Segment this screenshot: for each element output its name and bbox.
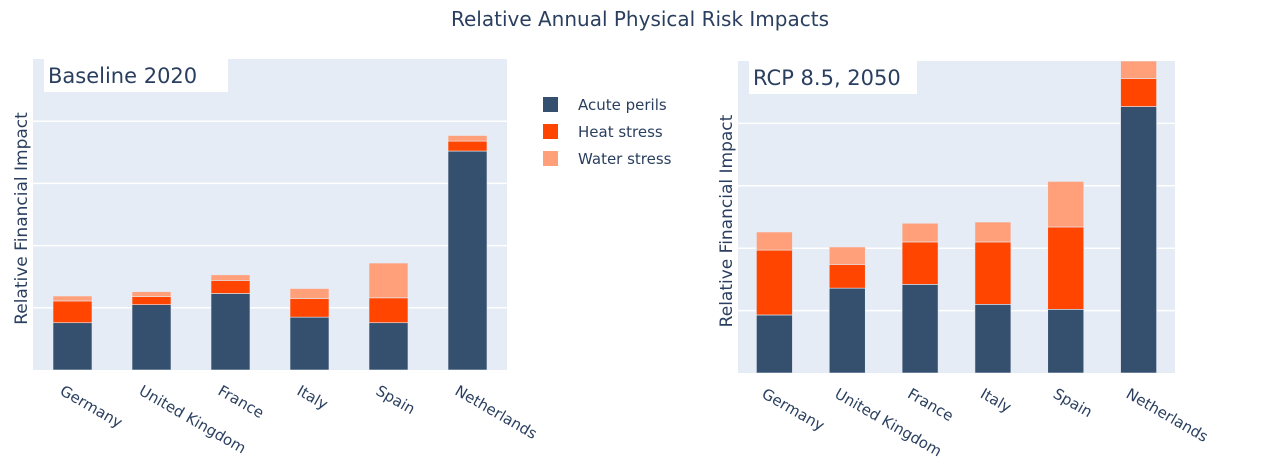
x-tick-label: Netherlands <box>452 382 540 443</box>
panel-title: Baseline 2020 <box>48 64 197 88</box>
bar-acute-perils-united-kingdom <box>828 287 866 373</box>
figure-title: Relative Annual Physical Risk Impacts <box>451 7 829 31</box>
bar-heat-stress-germany <box>756 249 793 316</box>
x-tick-label: Italy <box>977 385 1014 417</box>
y-axis-label: Relative Financial Impact <box>717 114 737 327</box>
bar-water-stress-italy <box>289 288 330 299</box>
bar-acute-perils-france <box>210 293 251 370</box>
bar-heat-stress-france <box>210 280 251 294</box>
bar-water-stress-united-kingdom <box>828 246 866 265</box>
bar-acute-perils-netherlands <box>1120 106 1157 373</box>
bar-acute-perils-united-kingdom <box>131 304 172 370</box>
legend-swatch <box>543 151 558 166</box>
bar-acute-perils-france <box>901 284 939 373</box>
bar-heat-stress-spain <box>368 297 409 324</box>
legend-label: Acute perils <box>578 96 667 114</box>
bar-heat-stress-italy <box>289 298 330 318</box>
legend-label: Water stress <box>578 150 672 168</box>
bars <box>52 135 488 370</box>
bar-heat-stress-united-kingdom <box>131 296 172 305</box>
plot-area <box>33 59 507 370</box>
bar-acute-perils-spain <box>1047 309 1085 373</box>
x-tick-label: France <box>904 385 956 426</box>
legend-swatch <box>543 97 558 112</box>
bar-heat-stress-germany <box>52 300 93 324</box>
x-tick-label: Spain <box>373 382 418 419</box>
bar-acute-perils-italy <box>974 304 1012 373</box>
x-tick-label: Spain <box>1050 385 1095 422</box>
bar-acute-perils-germany <box>756 314 793 373</box>
bar-heat-stress-netherlands <box>447 140 488 152</box>
legend: Acute perils Heat stress Water stress <box>543 96 672 168</box>
bar-water-stress-united-kingdom <box>131 291 172 297</box>
x-tick-label: Germany <box>759 385 828 435</box>
panel-title-box <box>749 58 917 94</box>
bar-water-stress-spain <box>368 262 409 299</box>
bars <box>756 61 1157 373</box>
bar-heat-stress-united-kingdom <box>828 264 866 289</box>
bar-water-stress-france <box>901 222 939 243</box>
y-axis-label: Relative Financial Impact <box>12 112 32 325</box>
bar-water-stress-italy <box>974 221 1012 243</box>
bar-heat-stress-netherlands <box>1120 78 1157 107</box>
bar-water-stress-france <box>210 274 251 281</box>
bar-acute-perils-spain <box>368 322 409 370</box>
bar-acute-perils-germany <box>52 322 93 370</box>
panel-title: RCP 8.5, 2050 <box>753 66 901 90</box>
bar-heat-stress-france <box>901 241 939 285</box>
x-tick-label: Germany <box>57 382 126 432</box>
bar-acute-perils-italy <box>289 316 330 370</box>
legend-swatch <box>543 124 558 139</box>
bar-heat-stress-italy <box>974 241 1012 305</box>
bar-water-stress-germany <box>52 295 93 302</box>
bar-acute-perils-netherlands <box>447 150 488 370</box>
legend-label: Heat stress <box>578 123 663 141</box>
x-tick-label: France <box>215 382 267 423</box>
bar-heat-stress-spain <box>1047 226 1085 310</box>
bar-water-stress-netherlands <box>447 135 488 142</box>
bar-water-stress-spain <box>1047 181 1085 228</box>
x-tick-label: Netherlands <box>1123 385 1211 446</box>
plot-area <box>738 61 1175 373</box>
bar-water-stress-netherlands <box>1120 61 1157 79</box>
x-tick-label: Italy <box>294 382 331 414</box>
panel-title-box <box>44 56 228 92</box>
bar-water-stress-germany <box>756 231 793 251</box>
